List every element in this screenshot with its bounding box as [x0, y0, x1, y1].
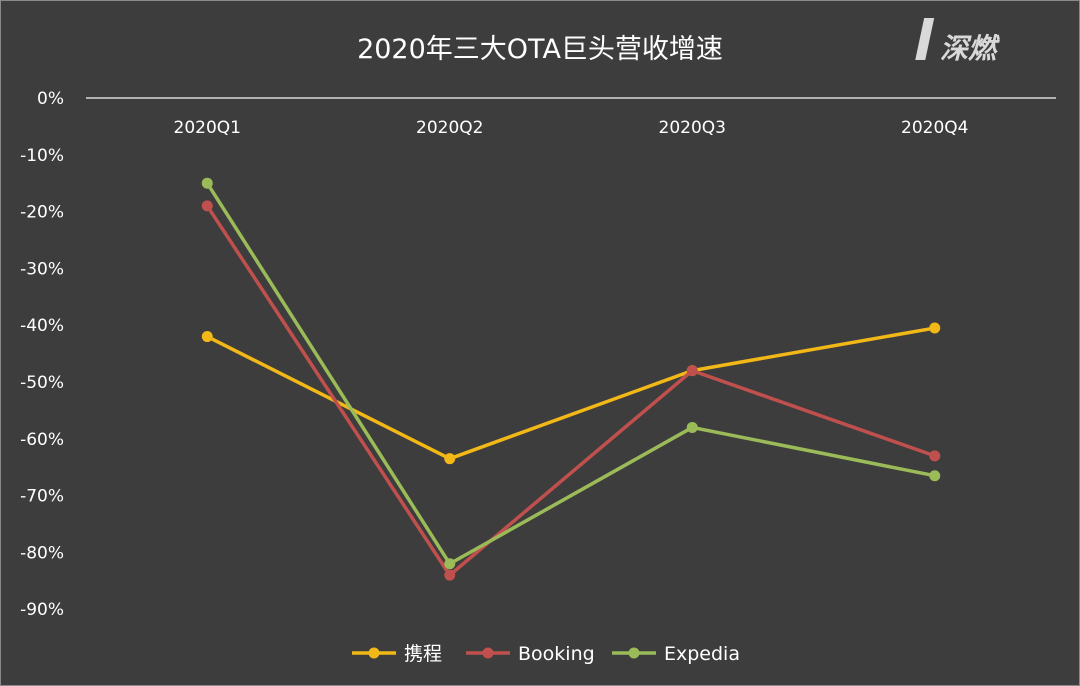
series-2-point — [444, 569, 456, 581]
legend-item-1-label: 携程 — [404, 643, 442, 665]
legend-item-1-swatch-marker — [368, 647, 380, 659]
logo-text: 深燃 — [940, 32, 1000, 65]
series-layer — [201, 177, 941, 581]
x-tick-label: 2020Q4 — [901, 118, 968, 138]
x-axis-ticks: 2020Q1 2020Q2 2020Q3 2020Q4 — [174, 118, 969, 138]
legend-item-3-swatch-marker — [628, 647, 640, 659]
series-3-point — [201, 177, 213, 189]
series-1-point — [929, 322, 941, 334]
legend-item-3: Expedia — [612, 643, 740, 665]
x-tick-label: 2020Q1 — [174, 118, 241, 138]
y-tick-label: -80% — [20, 543, 64, 563]
legend: 携程 Booking Expedia — [352, 643, 740, 665]
y-tick-label: -20% — [20, 203, 64, 223]
series-1-point — [444, 453, 456, 465]
legend-item-2-swatch-marker — [482, 647, 494, 659]
series-3-point — [686, 421, 698, 433]
series-2-line — [205, 204, 937, 577]
x-tick-label: 2020Q2 — [416, 118, 483, 138]
legend-item-1: 携程 — [352, 643, 442, 665]
y-tick-label: -50% — [20, 373, 64, 393]
y-tick-label: 0% — [37, 89, 64, 109]
chart-title: 2020年三大OTA巨头营收增速 — [357, 34, 723, 65]
legend-item-3-label: Expedia — [664, 643, 740, 665]
legend-item-2-label: Booking — [518, 643, 595, 665]
y-tick-label: -90% — [20, 600, 64, 620]
series-1-line — [205, 326, 937, 461]
y-tick-label: -40% — [20, 316, 64, 336]
series-1-point — [201, 331, 213, 343]
series-3-point — [929, 470, 941, 482]
x-tick-label: 2020Q3 — [659, 118, 726, 138]
series-3-line — [205, 181, 937, 566]
brand-logo: 深燃 — [915, 18, 1000, 65]
series-2-point — [929, 450, 941, 462]
y-tick-label: -70% — [20, 487, 64, 507]
series-2-point — [686, 365, 698, 377]
series-2-point — [201, 200, 213, 212]
y-tick-label: -30% — [20, 259, 64, 279]
y-tick-label: -10% — [20, 146, 64, 166]
y-tick-label: -60% — [20, 430, 64, 450]
y-axis-ticks: 0% -10% -20% -30% -40% -50% -60% -70% -80% -90% — [20, 89, 64, 620]
series-3-point — [444, 558, 456, 570]
legend-item-2: Booking — [466, 643, 595, 665]
